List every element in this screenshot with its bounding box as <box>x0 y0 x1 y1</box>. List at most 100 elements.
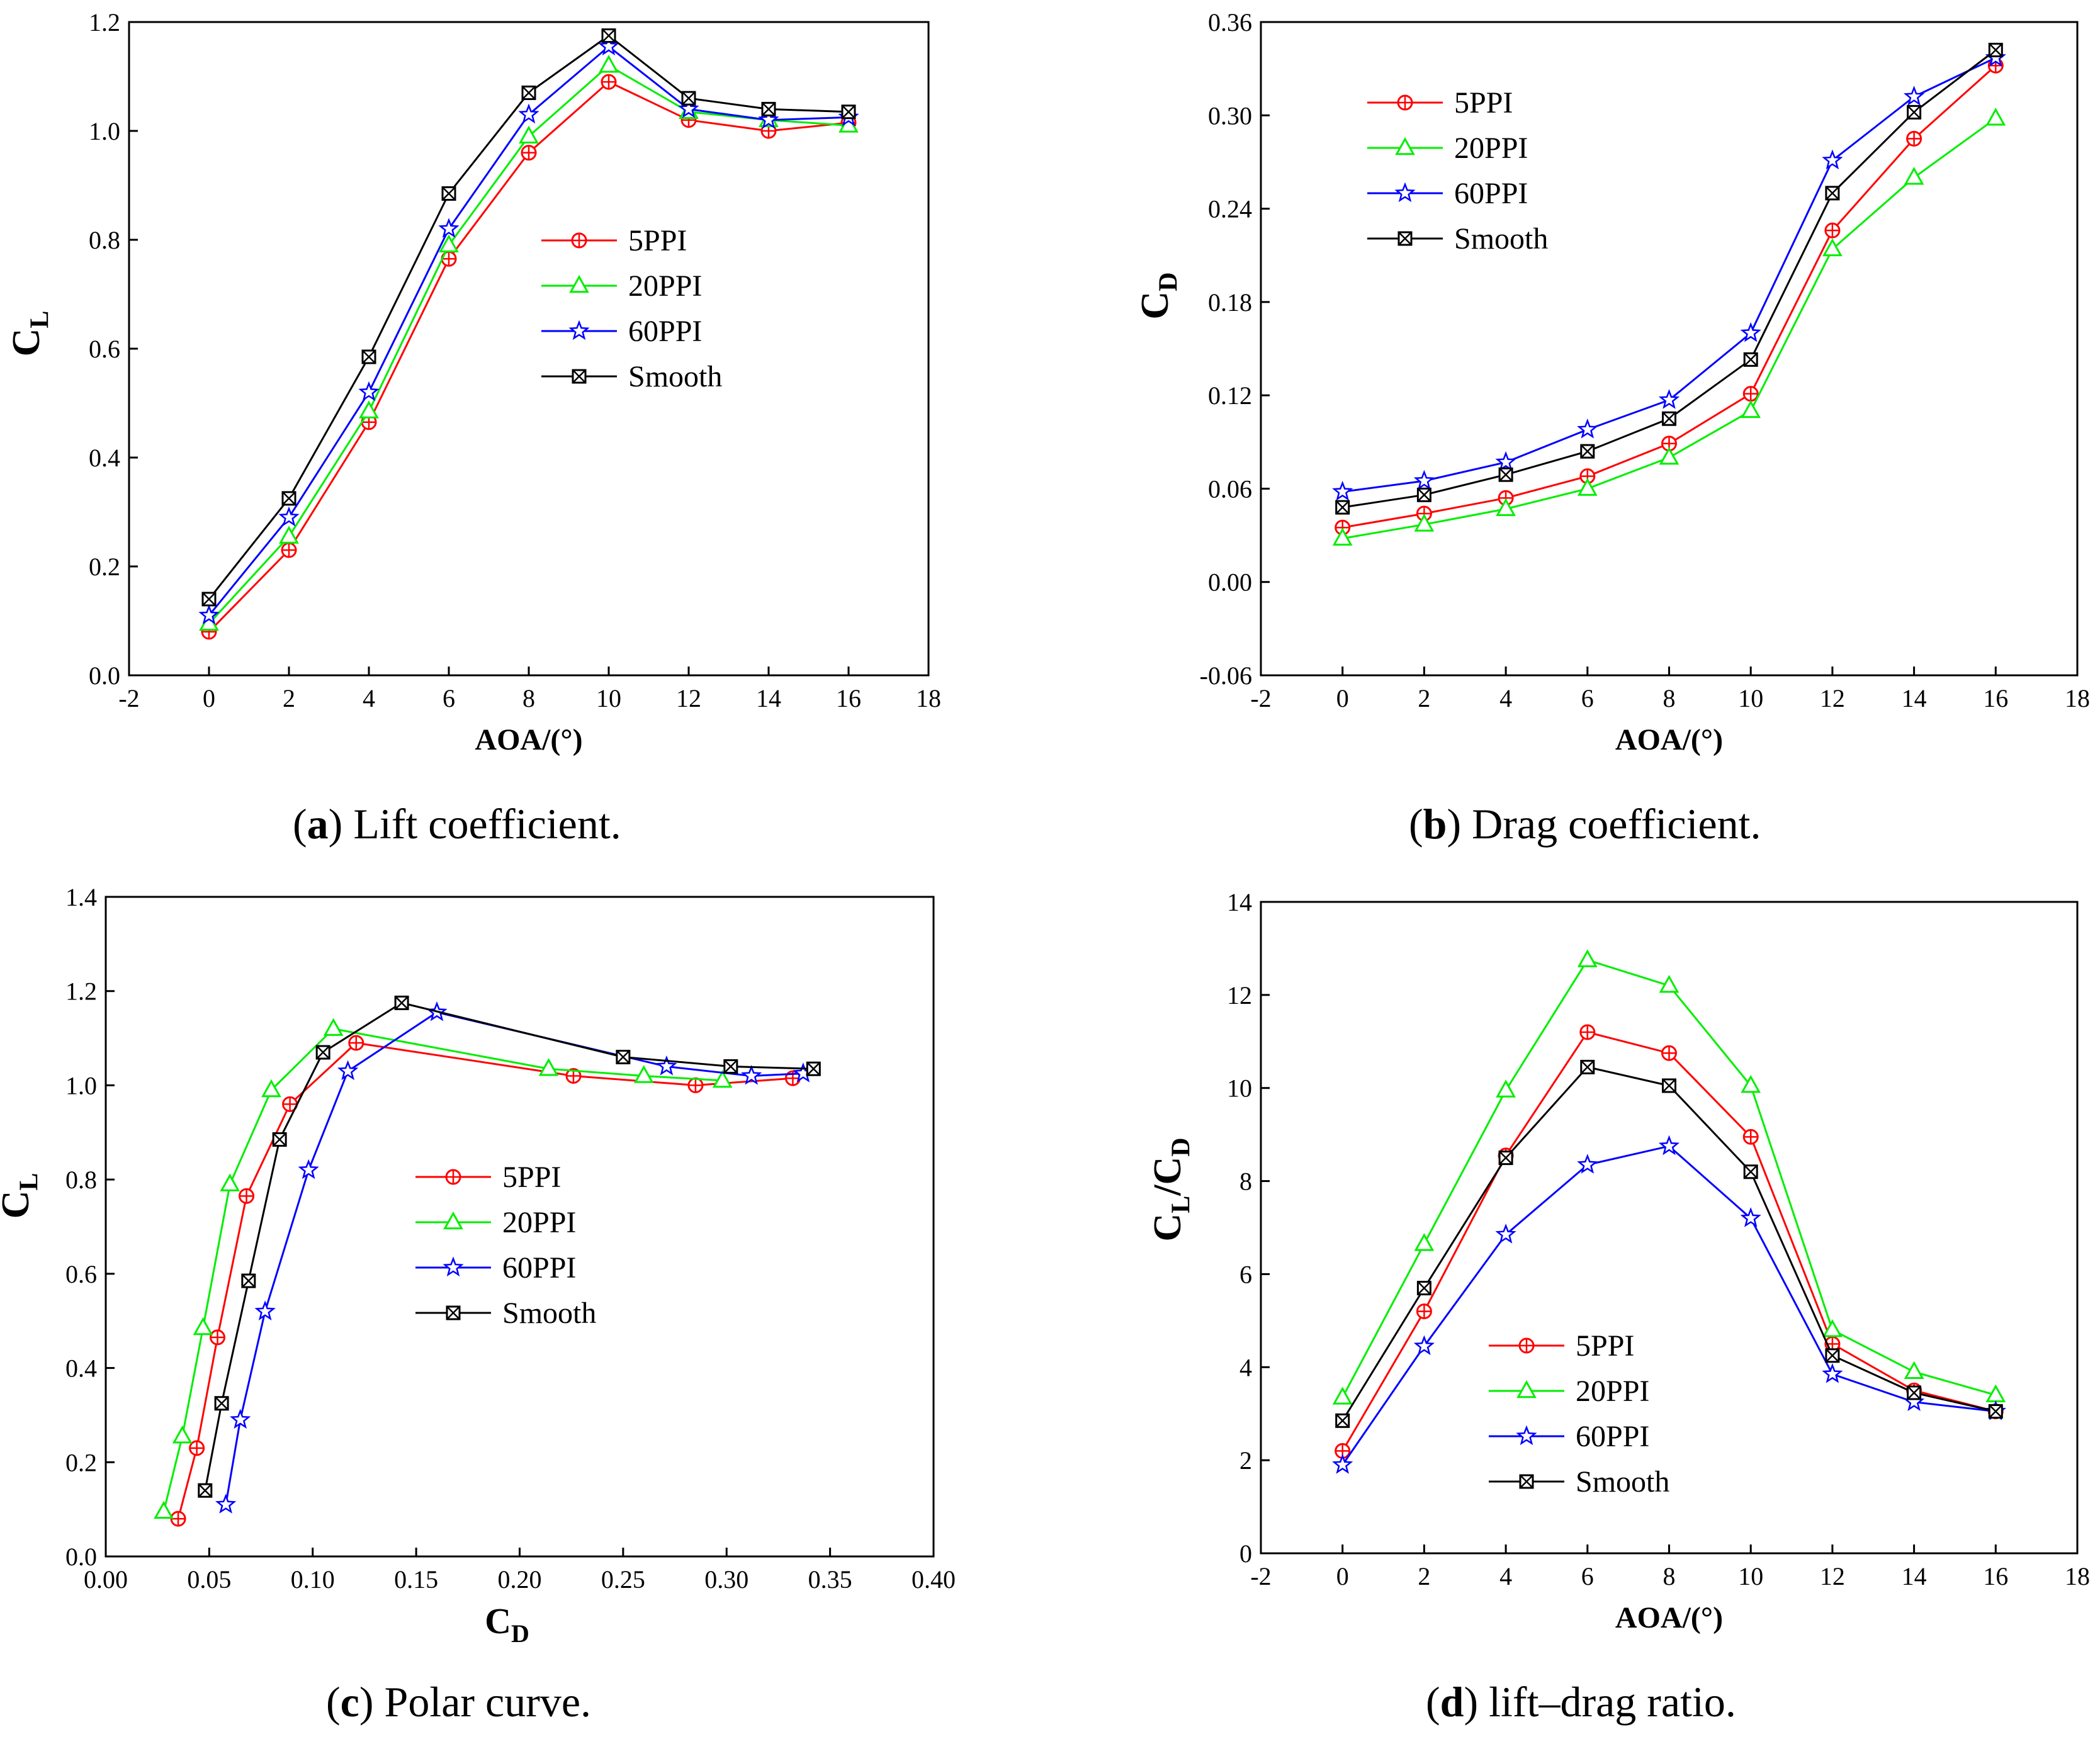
x-tick-label-b-3: 4 <box>1499 684 1512 712</box>
x-tick-label-d-3: 4 <box>1499 1562 1512 1590</box>
y-tick-label-c-0: 0.0 <box>65 1543 97 1571</box>
x-tick-label-d-5: 8 <box>1663 1562 1676 1590</box>
legend-label-b-20PPI: 20PPI <box>1454 132 1528 165</box>
y-axis-label-a-part-0: C <box>5 329 48 357</box>
y-tick-label-b-1: 0.00 <box>1208 568 1252 597</box>
x-tick-label-b-10: 18 <box>2065 684 2090 712</box>
x-tick-label-c-8: 0.40 <box>912 1565 956 1594</box>
legend-marker-d-60PPI <box>1516 1425 1537 1446</box>
point-a-Smooth-7-d2 <box>762 102 776 116</box>
y-tick-label-d-6: 12 <box>1227 981 1252 1010</box>
caption-c: (c) Polar curve. <box>326 1678 592 1726</box>
point-c-Smooth-4-d2 <box>316 1045 330 1059</box>
point-b-20PPI-3 <box>1577 478 1598 496</box>
point-c-60PPI-3 <box>298 1159 319 1179</box>
x-axis-label-a: AOA/(°) <box>475 723 582 757</box>
point-b-20PPI-8 <box>1985 108 2006 126</box>
x-tick-label-a-0: -2 <box>118 684 139 712</box>
y-tick-label-a-5: 1.0 <box>89 117 120 145</box>
point-c-60PPI-2 <box>254 1300 276 1320</box>
point-d-60PPI-0 <box>1332 1453 1353 1474</box>
point-d-20PPI-1 <box>1414 1233 1435 1251</box>
x-axis-label-c-part-0: C <box>485 1601 511 1641</box>
y-axis-label-d-part-1: L <box>1167 1196 1196 1213</box>
x-tick-label-b-6: 10 <box>1738 684 1763 712</box>
point-c-20PPI-8 <box>712 1069 733 1088</box>
x-tick-label-d-9: 16 <box>1983 1562 2008 1590</box>
y-tick-label-c-2: 0.4 <box>65 1354 97 1383</box>
series-line-d-5PPI <box>1341 1031 1996 1452</box>
chart-c: 0.00 0.05 0.10 0.15 0.20 0.25 0.30 0.35 0.40 0.0 0… <box>0 883 956 1648</box>
y-axis-label-b-part-1: D <box>1154 272 1183 291</box>
x-axis-label-d: AOA/(°) <box>1615 1601 1723 1634</box>
point-a-Smooth-3-d2 <box>442 186 456 201</box>
x-tick-label-b-9: 16 <box>1983 684 2008 712</box>
x-tick-label-c-3: 0.15 <box>394 1565 438 1594</box>
x-tick-label-a-6: 10 <box>596 684 621 712</box>
legend-label-b-Smooth: Smooth <box>1454 222 1548 256</box>
legend-label-a-20PPI: 20PPI <box>628 269 702 303</box>
point-c-60PPI-7 <box>741 1065 762 1085</box>
y-tick-label-a-2: 0.4 <box>89 444 120 472</box>
x-tick-label-a-4: 6 <box>443 684 455 712</box>
legend-marker-c-60PPI <box>443 1256 464 1277</box>
point-b-60PPI-1 <box>1413 470 1435 490</box>
caption-d-letter: d <box>1440 1678 1464 1726</box>
caption-a-letter: a <box>307 800 329 848</box>
legend-label-b-5PPI: 5PPI <box>1454 86 1513 120</box>
series-line-c-5PPI <box>177 1042 793 1519</box>
point-c-Smooth-2-d2 <box>241 1274 256 1288</box>
x-tick-label-d-4: 6 <box>1581 1562 1594 1590</box>
point-b-Smooth-1-d2 <box>1417 488 1431 502</box>
point-a-Smooth-4-d2 <box>522 86 536 100</box>
point-d-60PPI-1 <box>1413 1335 1435 1356</box>
legend-label-c-Smooth: Smooth <box>502 1297 596 1330</box>
x-tick-label-c-2: 0.10 <box>291 1565 335 1594</box>
point-c-60PPI-6 <box>656 1055 677 1076</box>
point-a-20PPI-4 <box>519 125 539 143</box>
y-tick-label-b-6: 0.30 <box>1208 101 1252 130</box>
point-c-Smooth-1-d2 <box>215 1396 229 1410</box>
caption-b-text: Drag coefficient. <box>1472 800 1761 848</box>
point-a-60PPI-7 <box>758 109 779 129</box>
point-b-Smooth-6-d2 <box>1826 186 1839 200</box>
point-b-Smooth-5-d2 <box>1744 352 1758 367</box>
y-axis-label-b: CD <box>1134 272 1183 319</box>
point-b-60PPI-4 <box>1658 389 1680 409</box>
point-b-20PPI-1 <box>1414 514 1435 532</box>
point-c-20PPI-3 <box>220 1173 240 1191</box>
point-d-Smooth-8-d2 <box>1989 1404 2003 1419</box>
point-b-20PPI-5 <box>1741 400 1761 419</box>
point-d-20PPI-3 <box>1577 949 1598 967</box>
chart-a: -2 0 2 4 6 8 10 12 14 16 18 0.0 0.2 0.4 0.6 0.8 1.0 1.2 AO… <box>5 8 941 757</box>
point-b-Smooth-7-d2 <box>1907 105 1921 120</box>
series-line-a-Smooth <box>208 34 849 600</box>
legend-label-c-20PPI: 20PPI <box>502 1206 576 1239</box>
x-tick-label-d-8: 14 <box>1902 1562 1927 1590</box>
plot-frame-a <box>128 21 930 677</box>
x-tick-label-d-10: 18 <box>2065 1562 2090 1590</box>
y-tick-label-d-1: 2 <box>1239 1446 1252 1475</box>
point-d-Smooth-6-d2 <box>1826 1348 1839 1363</box>
caption-c-text: Polar curve. <box>384 1678 592 1726</box>
y-tick-label-c-1: 0.2 <box>65 1448 97 1477</box>
point-c-20PPI-5 <box>323 1018 344 1036</box>
legend-marker-c-Smooth-d2 <box>446 1306 460 1320</box>
legend-label-a-5PPI: 5PPI <box>628 224 687 257</box>
point-b-Smooth-2-d2 <box>1499 468 1513 482</box>
point-b-60PPI-5 <box>1740 322 1761 342</box>
point-a-Smooth-6-d2 <box>682 91 696 105</box>
point-c-60PPI-0 <box>215 1494 237 1514</box>
point-a-Smooth-1-d2 <box>282 491 296 505</box>
caption-b-letter: b <box>1423 800 1447 848</box>
point-d-20PPI-5 <box>1741 1074 1761 1093</box>
y-axis-label-c-part-0: C <box>0 1191 37 1219</box>
x-tick-label-a-5: 8 <box>522 684 535 712</box>
point-c-Smooth-5-d2 <box>395 996 409 1010</box>
legend-marker-d-20PPI <box>1516 1380 1537 1398</box>
x-tick-label-b-1: 0 <box>1336 684 1349 712</box>
legend-marker-b-60PPI <box>1394 182 1416 203</box>
x-tick-label-b-0: -2 <box>1250 684 1271 712</box>
legend-label-a-60PPI: 60PPI <box>628 315 702 348</box>
x-tick-label-a-3: 4 <box>363 684 375 712</box>
